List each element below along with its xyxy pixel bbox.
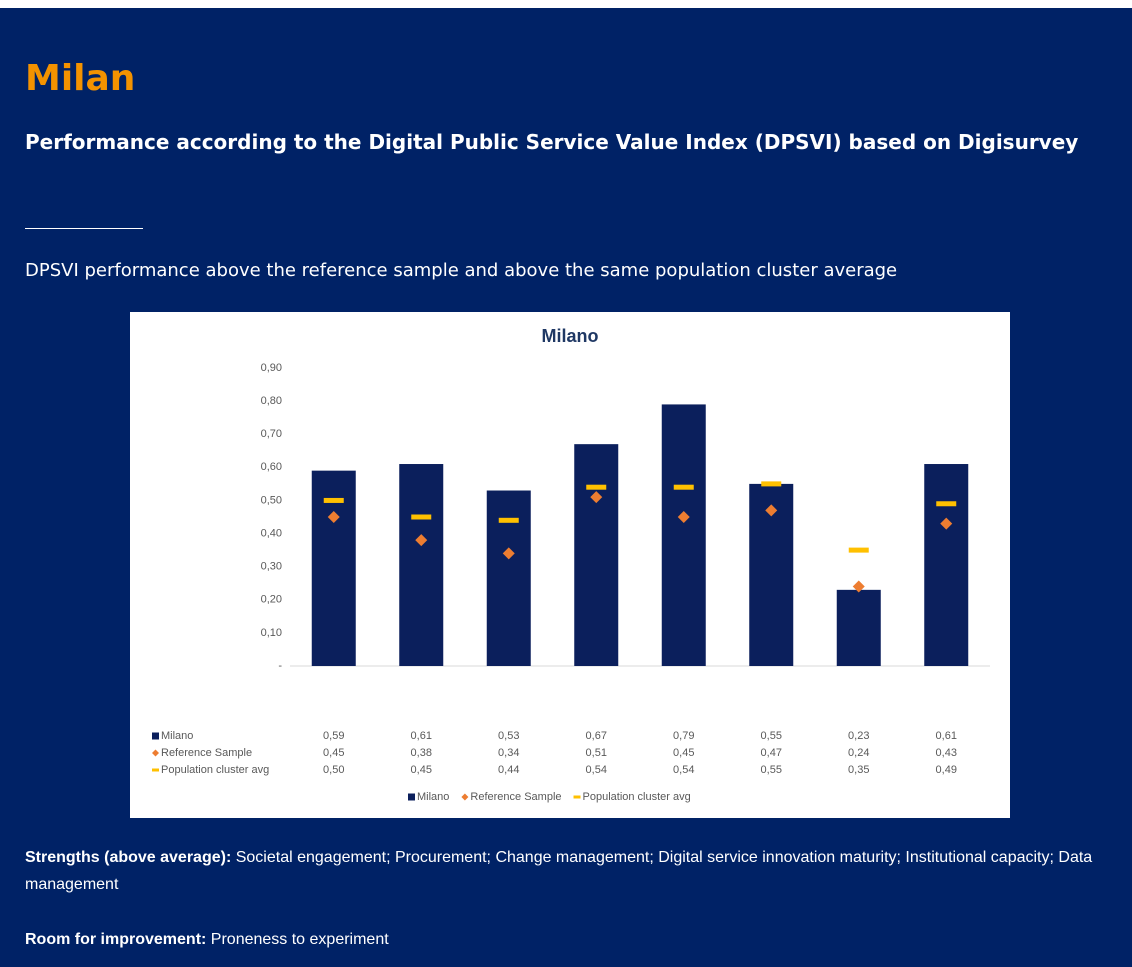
table-value: 0,61: [411, 730, 432, 742]
bar: [311, 470, 356, 666]
x-tick-label: I1 - Digital service innovation maturity: [130, 312, 396, 329]
table-value: 0,45: [673, 747, 694, 759]
table-value: 0,79: [673, 730, 694, 742]
table-value: 0,45: [323, 747, 344, 759]
table-key: [152, 749, 159, 757]
x-tick-label: I2.2.2 - Procurement: [130, 366, 276, 383]
cluster-marker: [761, 481, 782, 487]
y-tick-label: 0,10: [261, 627, 282, 639]
table-value: 0,54: [673, 764, 694, 776]
y-tick-label: 0,50: [261, 494, 282, 506]
strengths-text: Societal engagement; Procurement; Change…: [25, 849, 1093, 893]
x-tick-label: I2.2.3 - Societal engagement: [130, 384, 335, 401]
table-value: 0,44: [498, 764, 519, 776]
table-value: 0,54: [586, 764, 607, 776]
reference-marker: [502, 547, 515, 560]
strengths-label: Strengths (above average):: [25, 849, 232, 866]
legend-key: [408, 793, 415, 801]
table-value: 0,47: [761, 747, 782, 759]
bar: [574, 444, 619, 666]
y-tick-label: 0,20: [261, 594, 282, 606]
legend-label: Population cluster avg: [583, 791, 691, 803]
legend-label: Milano: [417, 791, 449, 803]
table-value: 0,51: [586, 747, 607, 759]
table-value: 0,61: [936, 730, 957, 742]
reference-marker: [677, 511, 690, 523]
x-tick-label: I2.1 - Change management: [130, 330, 325, 347]
bar: [661, 404, 706, 666]
chart-svg: Milano - 0,10 0,20 0,30 0,40 0,50 0,60 0,70 0,80…: [152, 326, 990, 803]
reference-marker: [940, 517, 953, 530]
reference-marker: [590, 491, 603, 504]
table-row-label: Population cluster avg: [161, 764, 269, 776]
table-value: 0,50: [323, 764, 344, 776]
cluster-marker: [411, 514, 432, 520]
table-value: 0,53: [498, 730, 519, 742]
y-tick-label: 0,30: [261, 561, 282, 573]
legend-label: Reference Sample: [470, 791, 561, 803]
x-tick-label: I2.2.4.2 - Proneness to experiment: [130, 420, 376, 437]
y-tick-label: 0,90: [261, 362, 282, 374]
table-key: [152, 732, 159, 740]
reference-marker: [852, 580, 865, 593]
table-value: 0,23: [848, 730, 869, 742]
cluster-marker: [936, 501, 957, 507]
table-value: 0,67: [586, 730, 607, 742]
x-tick-label: I2.2.1 - Data management: [130, 348, 316, 365]
cluster-marker: [323, 497, 344, 503]
table-value: 0,38: [411, 747, 432, 759]
table-value: 0,55: [761, 764, 782, 776]
y-tick-label: 0,60: [261, 461, 282, 473]
legend-key: [573, 795, 581, 799]
table-value: 0,55: [761, 730, 782, 742]
bar: [486, 490, 531, 666]
chart: Milano - 0,10 0,20 0,30 0,40 0,50 0,60 0,70 0,80…: [130, 312, 1010, 818]
description: DPSVI performance above the reference sa…: [25, 260, 898, 281]
cluster-marker: [586, 484, 607, 490]
table-row-label: Reference Sample: [161, 747, 252, 759]
y-tick-label: 0,40: [261, 527, 282, 539]
table-value: 0,34: [498, 747, 519, 759]
title: Milan: [25, 58, 136, 99]
table-row-label: Milano: [161, 730, 193, 742]
y-tick-label: 0,80: [261, 395, 282, 407]
room-label: Room for improvement:: [25, 931, 207, 948]
table-value: 0,35: [848, 764, 869, 776]
cluster-marker: [673, 484, 694, 490]
table-value: 0,24: [848, 747, 869, 759]
chart-title: Milano: [542, 326, 599, 346]
x-tick-label: DPSVI: [130, 438, 179, 455]
subtitle: Performance according to the Digital Pub…: [25, 130, 1079, 154]
page: Milan Performance according to the Digit…: [0, 8, 1132, 967]
reference-marker: [765, 504, 778, 517]
room-text: Proneness to experiment: [210, 931, 389, 948]
rule: [25, 228, 143, 229]
y-tick-label: 0,70: [261, 428, 282, 440]
bar: [924, 464, 969, 666]
cluster-marker: [498, 517, 519, 523]
table-value: 0,45: [411, 764, 432, 776]
x-tick-label: I2.2.4 - Institutional capacity: [130, 402, 329, 419]
table-value: 0,49: [936, 764, 957, 776]
table-key: [152, 768, 159, 772]
reference-marker: [327, 511, 340, 523]
room: Room for improvement: Proneness to exper…: [25, 926, 1115, 953]
bar: [399, 464, 444, 666]
table-value: 0,43: [936, 747, 957, 759]
legend-key: [461, 793, 469, 801]
reference-marker: [415, 534, 428, 547]
cluster-marker: [848, 547, 869, 553]
y-tick-label: -: [278, 660, 282, 672]
table-value: 0,59: [323, 730, 344, 742]
bar: [836, 589, 881, 666]
strengths: Strengths (above average): Societal enga…: [25, 844, 1115, 898]
